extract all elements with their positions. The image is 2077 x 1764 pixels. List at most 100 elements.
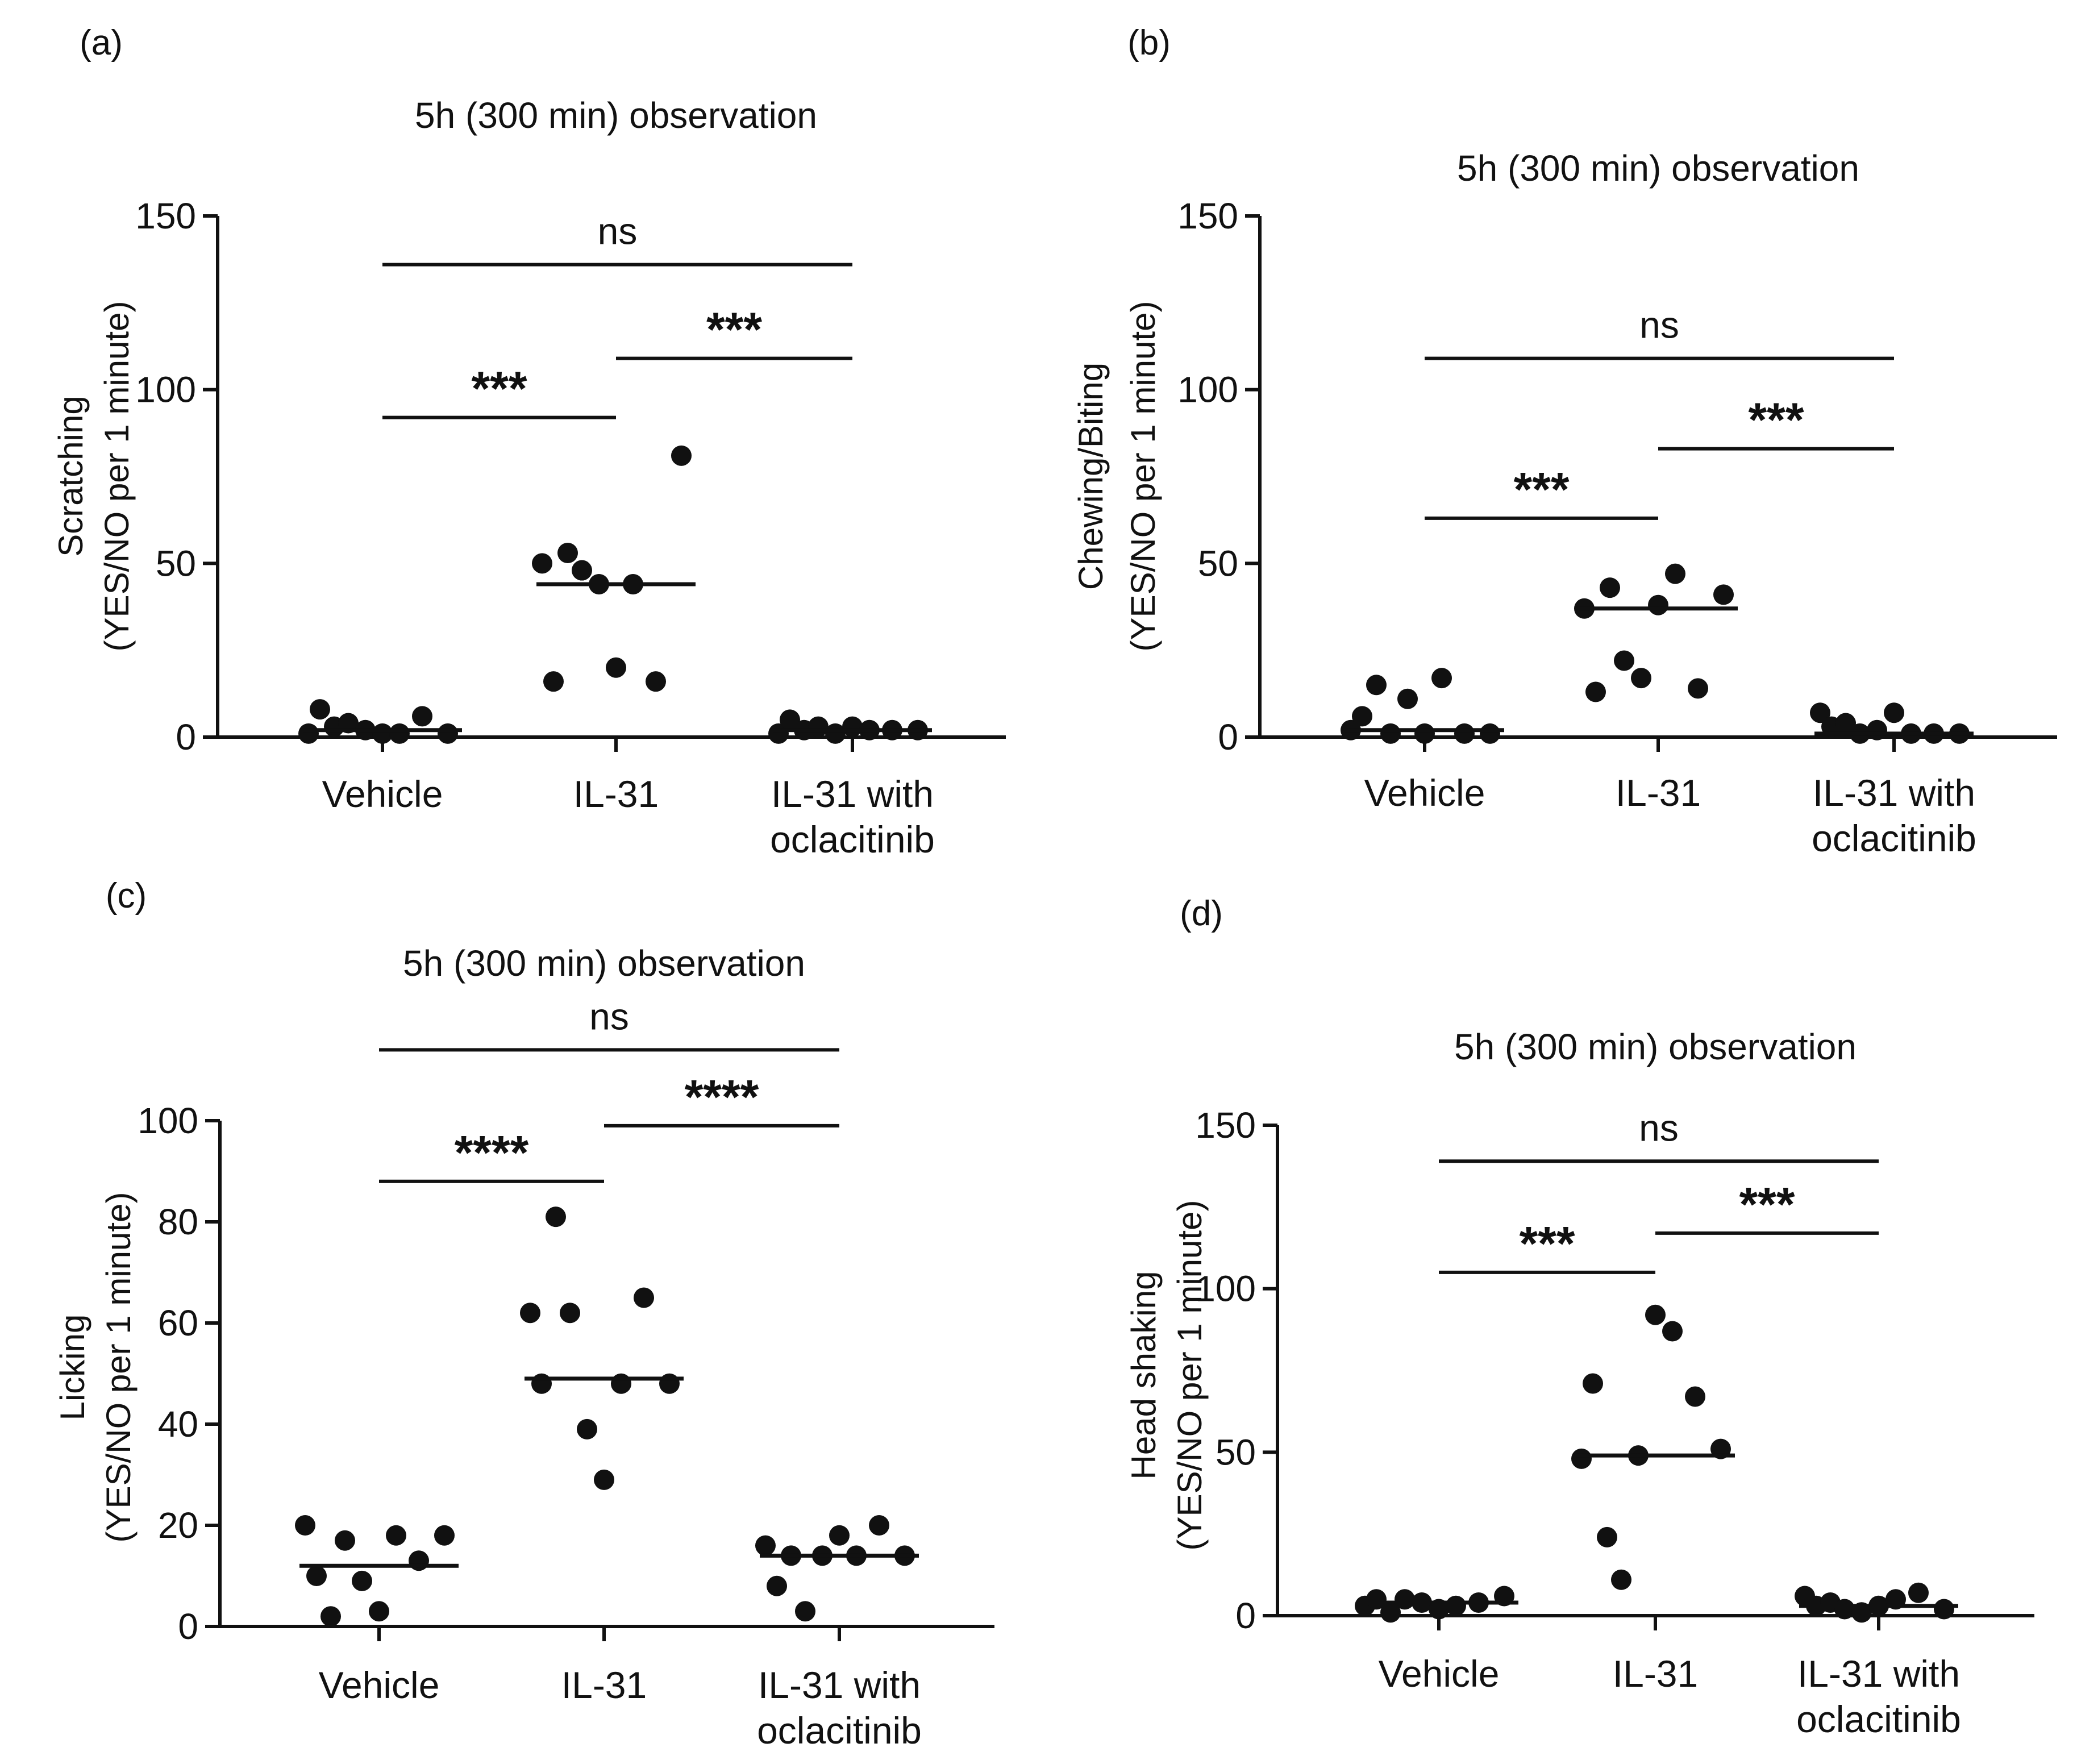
data-point	[767, 1575, 787, 1596]
data-point	[829, 1525, 850, 1546]
data-point	[321, 1606, 341, 1627]
data-point	[1395, 1589, 1415, 1610]
y-tick-label: 60	[158, 1303, 198, 1343]
data-point	[310, 699, 330, 720]
y-tick-label: 0	[178, 1606, 198, 1647]
data-point	[611, 1373, 631, 1394]
chart-title: 5h (300 min) observation	[403, 943, 805, 984]
data-point	[1934, 1599, 1954, 1620]
data-point	[434, 1525, 455, 1546]
x-tick-label: Vehicle	[1364, 772, 1485, 814]
data-point	[1446, 1595, 1466, 1616]
data-point	[1648, 594, 1668, 615]
data-point	[546, 1206, 566, 1228]
y-axis-label: Licking (YES/NO per 1 minute)	[53, 1192, 138, 1543]
y-axis-label-line2: (YES/NO per 1 minute)	[1171, 1200, 1209, 1551]
y-axis-label-line2: (YES/NO per 1 minute)	[1124, 301, 1162, 652]
data-point	[438, 723, 458, 744]
data-point	[795, 1601, 815, 1622]
y-tick-label: 40	[158, 1404, 198, 1445]
significance-label: ns	[1639, 1106, 1679, 1149]
x-tick-label: IL-31 with	[1797, 1653, 1960, 1695]
data-point	[1713, 584, 1734, 605]
y-tick-label: 50	[156, 543, 196, 584]
data-point	[306, 1566, 327, 1586]
data-point	[560, 1303, 580, 1324]
data-point	[1571, 1448, 1592, 1469]
significance-label: ns	[589, 995, 629, 1037]
x-tick-label: IL-31	[1613, 1653, 1698, 1695]
y-tick-label: 100	[135, 369, 196, 410]
data-point	[1600, 577, 1620, 598]
data-point	[412, 706, 432, 727]
data-point	[1908, 1582, 1929, 1603]
data-point	[557, 542, 578, 563]
data-point	[295, 1515, 315, 1536]
data-point	[646, 671, 666, 692]
data-point	[572, 560, 592, 581]
y-tick-label: 50	[1216, 1432, 1256, 1472]
data-point	[1645, 1304, 1666, 1325]
y-axis-label: Scratching (YES/NO per 1 minute)	[52, 301, 136, 652]
data-point	[1662, 1321, 1683, 1342]
significance-label: ns	[598, 210, 638, 252]
data-point	[842, 716, 863, 737]
significance-label: ****	[685, 1070, 759, 1124]
panel-label: (d)	[1180, 894, 1223, 933]
data-point	[1611, 1569, 1631, 1590]
x-tick-label: Vehicle	[1379, 1653, 1500, 1695]
panel-c: (c) 5h (300 min) observation Licking (YES/N…	[53, 876, 994, 1751]
significance-label: ***	[471, 362, 527, 415]
y-axis-label-line1: Licking	[53, 1314, 91, 1421]
y-tick-label: 0	[1235, 1595, 1256, 1636]
data-point	[671, 445, 692, 466]
y-tick-label: 100	[138, 1100, 198, 1141]
data-point	[298, 723, 319, 744]
data-point	[634, 1287, 654, 1308]
y-tick-label: 0	[1218, 717, 1238, 758]
x-tick-label: oclacitinib	[757, 1709, 922, 1751]
significance-label: ***	[1513, 463, 1569, 516]
panel-label: (c)	[106, 876, 147, 916]
data-point	[1614, 650, 1634, 671]
data-point	[532, 553, 552, 574]
y-tick-label: 80	[158, 1201, 198, 1242]
data-point	[1835, 713, 1856, 734]
data-point	[1834, 1599, 1855, 1620]
data-point	[1685, 1386, 1705, 1407]
y-axis-label: Chewing/Biting (YES/NO per 1 minute)	[1072, 301, 1162, 652]
y-axis-label-line1: Scratching	[52, 396, 90, 556]
data-point	[1366, 675, 1387, 696]
y-tick-label: 150	[135, 195, 196, 236]
y-tick-label: 20	[158, 1505, 198, 1546]
y-axis-label-line2: (YES/NO per 1 minute)	[99, 1192, 138, 1543]
y-axis-label: Head shaking (YES/NO per 1 minute)	[1125, 1200, 1209, 1551]
data-point	[531, 1373, 552, 1394]
data-point	[1480, 723, 1500, 744]
significance-label: ***	[1739, 1178, 1795, 1231]
data-point	[1380, 1602, 1401, 1623]
data-point	[577, 1418, 597, 1440]
y-axis-label-line2: (YES/NO per 1 minute)	[98, 301, 136, 652]
data-point	[369, 1601, 389, 1622]
x-tick-label: IL-31	[573, 773, 659, 815]
data-point	[1352, 706, 1372, 727]
data-point	[335, 1530, 355, 1551]
data-point	[1414, 723, 1435, 744]
x-tick-label: oclacitinib	[1812, 817, 1976, 859]
data-point	[1431, 668, 1452, 689]
panel-d: (d) 5h (300 min) observation Head shaking(…	[1125, 894, 2034, 1740]
significance-label: ***	[1519, 1217, 1575, 1270]
data-point	[606, 657, 626, 678]
panel-label: (a)	[80, 23, 123, 63]
data-point	[1884, 702, 1904, 723]
data-point	[869, 1515, 889, 1536]
significance-label: ****	[455, 1126, 529, 1179]
data-point	[543, 671, 564, 692]
y-tick-label: 100	[1177, 369, 1238, 410]
data-point	[1665, 563, 1685, 584]
panel-label: (b)	[1127, 23, 1171, 63]
y-tick-label: 150	[1177, 195, 1238, 236]
data-point	[520, 1303, 540, 1324]
y-tick-label: 0	[176, 717, 196, 758]
